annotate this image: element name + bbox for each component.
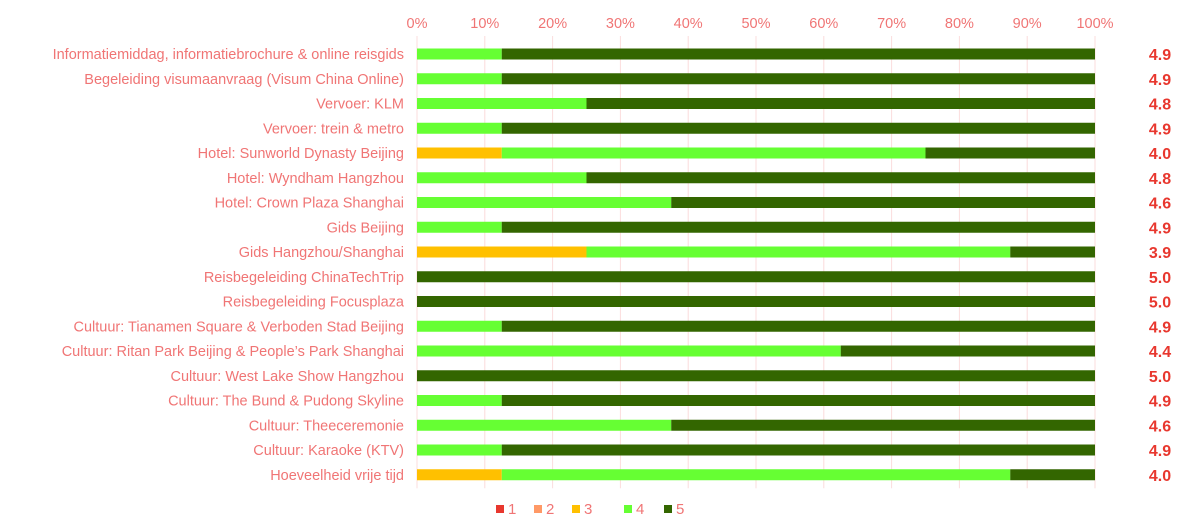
bar-segment-4 [501,147,926,159]
score-label: 3.9 [1149,245,1171,262]
x-tick-label: 70% [877,16,906,32]
legend-swatch-3 [572,505,580,513]
score-label: 4.0 [1149,468,1171,485]
x-tick-label: 50% [741,16,770,32]
bar-segment-4 [417,320,502,332]
category-label: Reisbegeleiding Focusplaza [223,295,405,311]
score-label: 4.8 [1149,97,1171,114]
x-tick-label: 40% [674,16,703,32]
x-tick-label: 0% [407,16,428,32]
x-tick-label: 80% [945,16,974,32]
bar-segment-4 [586,246,1011,258]
legend-label: 5 [676,501,684,518]
category-label: Informatiemiddag, informatiebrochure & o… [53,47,404,63]
bar-segment-5 [501,395,1095,406]
bar-segment-5 [417,296,1095,307]
score-label: 4.6 [1149,196,1171,213]
score-label: 5.0 [1149,295,1171,312]
bar-segment-4 [417,48,502,60]
x-tick-label: 90% [1013,16,1042,32]
legend-label: 1 [508,501,516,518]
category-label: Cultuur: West Lake Show Hangzhou [171,369,404,385]
bar-segment-5 [671,197,1095,208]
bar-segment-4 [417,221,502,233]
score-label: 5.0 [1149,369,1171,386]
legend-swatch-4 [624,505,632,513]
category-label: Cultuur: The Bund & Pudong Skyline [168,394,404,410]
bar-segment-5 [840,345,1095,357]
score-label: 4.6 [1149,418,1171,435]
score-label: 4.4 [1149,344,1171,361]
score-label: 5.0 [1149,270,1171,287]
bar-segment-5 [586,98,1095,109]
category-label: Cultuur: Ritan Park Beijing & People’s P… [62,344,404,360]
x-tick-label: 10% [470,16,499,32]
bar-segment-4 [417,172,587,184]
category-label: Reisbegeleiding ChinaTechTrip [204,270,404,286]
bar-segment-5 [1010,469,1095,481]
legend-swatch-1 [496,505,504,513]
x-tick-label: 20% [538,16,567,32]
bar-segment-4 [417,197,672,208]
bar-segment-4 [417,98,587,109]
bar-segment-3 [417,147,502,159]
bar-segment-4 [417,345,841,357]
x-tick-label: 30% [606,16,635,32]
bar-segment-3 [417,469,502,481]
bar-segment-5 [925,147,1095,159]
score-label: 4.9 [1149,394,1171,411]
bar-segment-5 [671,419,1095,431]
bar-segment-4 [417,444,502,456]
category-label: Hoeveelheid vrije tijd [270,468,404,484]
bar-segment-4 [417,73,502,85]
score-label: 4.9 [1149,319,1171,336]
category-label: Hotel: Wyndham Hangzhou [227,171,404,187]
legend-label: 2 [546,501,554,518]
bar-segment-5 [1010,246,1095,258]
bar-segment-5 [501,320,1095,332]
bar-segment-3 [417,246,587,258]
score-label: 4.0 [1149,146,1171,163]
legend-label: 3 [584,501,592,518]
category-label: Gids Hangzhou/Shanghai [239,245,404,261]
category-label: Gids Beijing [327,220,404,236]
bar-segment-5 [501,122,1095,134]
score-label: 4.9 [1149,443,1171,460]
score-label: 4.9 [1149,72,1171,89]
bar-segment-5 [501,48,1095,60]
category-label: Cultuur: Theeceremonie [249,418,404,434]
category-label: Cultuur: Tianamen Square & Verboden Stad… [74,319,405,335]
legend-label: 4 [636,501,644,518]
bar-segment-4 [417,419,672,431]
x-tick-label: 60% [809,16,838,32]
bar-segment-5 [417,271,1095,283]
legend-swatch-2 [534,505,542,513]
bar-segment-5 [586,172,1095,184]
category-label: Begeleiding visumaanvraag (Visum China O… [84,72,404,88]
score-label: 4.9 [1149,121,1171,138]
bar-segment-4 [417,395,502,406]
score-label: 4.9 [1149,220,1171,237]
category-label: Cultuur: Karaoke (KTV) [253,443,404,459]
category-label: Hotel: Sunworld Dynasty Beijing [198,146,404,162]
bar-segment-4 [417,122,502,134]
legend-swatch-5 [664,505,672,513]
category-label: Vervoer: trein & metro [263,121,404,137]
bar-segment-5 [417,370,1095,382]
bar-segment-4 [501,469,1011,481]
category-label: Vervoer: KLM [316,97,404,113]
category-label: Hotel: Crown Plaza Shanghai [215,196,404,212]
bar-segment-5 [501,221,1095,233]
score-label: 4.8 [1149,171,1171,188]
x-tick-label: 100% [1076,16,1113,32]
bar-segment-5 [501,73,1095,85]
bar-segment-5 [501,444,1095,456]
score-label: 4.9 [1149,47,1171,64]
